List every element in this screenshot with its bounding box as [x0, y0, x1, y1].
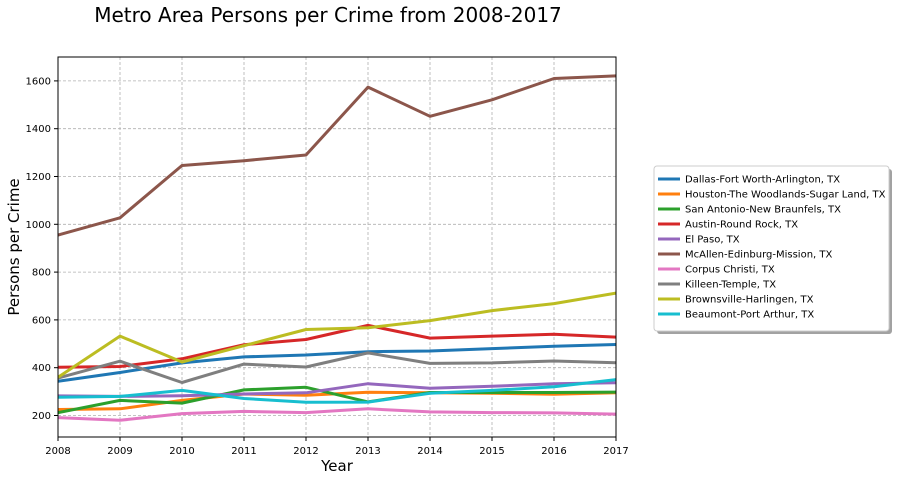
legend-label: Brownsville-Harlingen, TX	[685, 295, 814, 306]
series-line-7	[58, 407, 616, 422]
x-tick-label: 2008	[45, 446, 70, 457]
legend-box	[653, 165, 890, 332]
y-tick-label: 1200	[26, 172, 51, 183]
legend: Dallas-Fort Worth-Arlington, TX Houston-T…	[653, 165, 892, 334]
series-line-3	[58, 385, 616, 415]
grid	[57, 57, 617, 437]
y-tick-label: 1600	[26, 76, 51, 87]
y-tick-label: 200	[32, 411, 51, 422]
x-tick-label: 2015	[479, 446, 504, 457]
x-axis-ticks: 2008 2009 2010 2011 2012 2013 2014 2015 2016 2017	[45, 437, 629, 457]
chart-title: Metro Area Persons per Crime from 2008-2…	[94, 3, 562, 27]
x-tick-label: 2017	[603, 446, 628, 457]
x-tick-label: 2011	[231, 446, 256, 457]
series-line-10	[58, 378, 616, 404]
series-line-8	[58, 351, 616, 384]
legend-label: McAllen-Edinburg-Mission, TX	[685, 250, 833, 261]
x-tick-label: 2014	[417, 446, 442, 457]
y-tick-label: 400	[32, 363, 51, 374]
series-line-1	[58, 343, 616, 383]
series-line-5	[58, 381, 616, 398]
series-line-4	[58, 323, 616, 369]
series-line-9	[58, 291, 616, 379]
legend-label: Beaumont-Port Arthur, TX	[685, 310, 814, 321]
plot-frame	[57, 56, 617, 438]
legend-label: El Paso, TX	[685, 235, 740, 246]
y-tick-label: 1000	[26, 220, 51, 231]
series-lines	[58, 74, 616, 422]
legend-label: Austin-Round Rock, TX	[685, 220, 798, 231]
legend-label: Killeen-Temple, TX	[685, 280, 776, 291]
x-axis-label: Year	[320, 457, 354, 475]
legend-label: San Antonio-New Braunfels, TX	[685, 205, 841, 216]
legend-label: Houston-The Woodlands-Sugar Land, TX	[685, 190, 886, 201]
x-tick-label: 2009	[107, 446, 132, 457]
y-axis-label: Persons per Crime	[5, 178, 23, 315]
x-tick-label: 2010	[169, 446, 194, 457]
y-tick-label: 600	[32, 315, 51, 326]
legend-label: Corpus Christi, TX	[685, 265, 775, 276]
x-tick-label: 2016	[541, 446, 566, 457]
y-tick-label: 1400	[26, 124, 51, 135]
y-tick-label: 800	[32, 268, 51, 279]
x-tick-label: 2012	[293, 446, 318, 457]
series-line-6	[58, 74, 616, 237]
y-axis-ticks: 200 400 600 800 1000 1200 1400 1600	[26, 76, 58, 422]
legend-label: Dallas-Fort Worth-Arlington, TX	[685, 175, 840, 186]
x-tick-label: 2013	[355, 446, 380, 457]
